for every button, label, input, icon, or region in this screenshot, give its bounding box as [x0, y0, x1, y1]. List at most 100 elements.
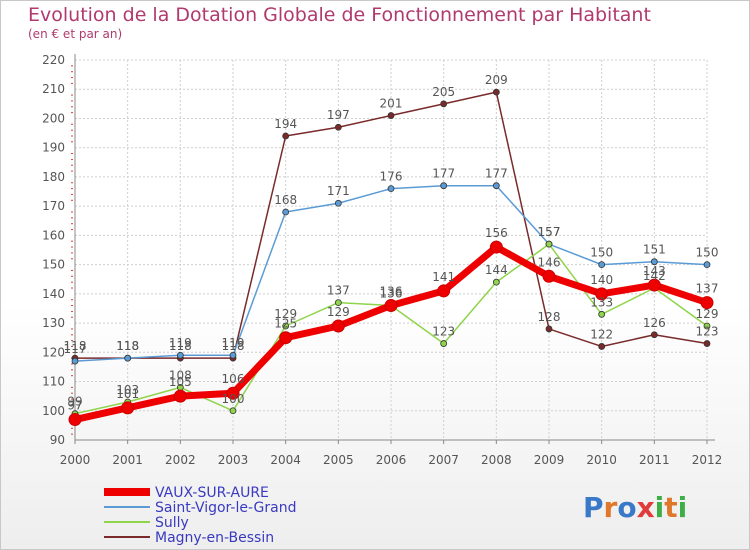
- x-tick-label: 2008: [481, 453, 512, 467]
- y-tick-label: 150: [42, 258, 65, 272]
- data-label: 105: [169, 375, 192, 389]
- data-point: [387, 112, 395, 119]
- data-label: 106: [222, 372, 245, 386]
- series-group: [68, 88, 714, 427]
- data-point: [282, 322, 290, 330]
- data-label: 100: [222, 392, 245, 406]
- y-tick-label: 100: [42, 404, 65, 418]
- x-tick-label: 2007: [428, 453, 459, 467]
- x-tick-label: 2012: [692, 453, 723, 467]
- data-point: [173, 389, 187, 403]
- data-label: 128: [538, 310, 561, 324]
- data-label: 99: [67, 395, 82, 409]
- data-label: 151: [643, 243, 666, 257]
- data-label: 123: [432, 325, 455, 339]
- data-point: [598, 310, 606, 318]
- data-label: 205: [432, 85, 455, 99]
- data-label: 144: [485, 263, 508, 277]
- data-label: 129: [327, 305, 350, 319]
- legend-label: Sully: [155, 515, 189, 531]
- data-point: [68, 413, 82, 427]
- data-label: 123: [696, 325, 719, 339]
- data-label: 171: [327, 184, 350, 198]
- x-tick-label: 2001: [112, 453, 143, 467]
- y-tick-label: 170: [42, 199, 65, 213]
- data-point: [331, 319, 345, 333]
- data-label: 118: [116, 339, 139, 353]
- x-tick-label: 2002: [165, 453, 196, 467]
- data-point: [545, 240, 553, 248]
- x-tick-label: 2010: [586, 453, 617, 467]
- data-point: [229, 351, 237, 359]
- axes: 90 100 110 120 130 140 150 160 170 180 190 200 210 22…: [42, 53, 722, 467]
- data-label: 122: [590, 327, 613, 341]
- legend-label: Magny-en-Bessin: [155, 530, 274, 546]
- y-tick-label: 110: [42, 375, 65, 389]
- legend-label: Saint-Vigor-le-Grand: [155, 500, 296, 516]
- data-point: [440, 182, 448, 190]
- y-tick-label: 160: [42, 228, 65, 242]
- data-label: 157: [538, 225, 561, 239]
- data-point: [598, 261, 606, 269]
- x-tick-label: 2003: [218, 453, 249, 467]
- data-label: 197: [327, 108, 350, 122]
- data-point: [282, 208, 290, 216]
- x-tick-label: 2000: [60, 453, 91, 467]
- data-point: [279, 331, 293, 345]
- legend: VAUX-SUR-AURESaint-Vigor-le-GrandSullyMa…: [104, 485, 296, 546]
- data-label: 157: [538, 225, 561, 239]
- data-point: [440, 100, 448, 108]
- proxiti-logo: Proxiti: [583, 491, 687, 524]
- data-point: [176, 351, 184, 359]
- data-point: [334, 299, 342, 307]
- data-label: 168: [274, 193, 297, 207]
- y-tick-label: 90: [50, 433, 65, 447]
- data-point: [334, 199, 342, 207]
- data-label: 118: [169, 339, 192, 353]
- data-label: 108: [169, 368, 192, 382]
- data-label: 177: [432, 167, 455, 181]
- data-label: 142: [643, 269, 666, 283]
- x-tick-label: 2005: [323, 453, 354, 467]
- data-point: [595, 287, 609, 301]
- data-label: 194: [274, 117, 297, 131]
- logo-letter: i: [655, 491, 665, 524]
- data-label: 177: [485, 167, 508, 181]
- data-label: 209: [485, 73, 508, 87]
- x-tick-label: 2006: [376, 453, 407, 467]
- data-label: 176: [380, 170, 403, 184]
- data-point: [650, 258, 658, 266]
- data-label: 126: [643, 316, 666, 330]
- data-point: [384, 299, 398, 313]
- data-point: [703, 322, 711, 330]
- data-point: [437, 284, 451, 298]
- data-label: 118: [222, 339, 245, 353]
- data-point: [492, 182, 500, 190]
- data-point: [647, 278, 661, 292]
- y-tick-label: 210: [42, 82, 65, 96]
- data-label: 137: [696, 282, 719, 296]
- chart-title: Evolution de la Dotation Globale de Fonc…: [28, 4, 651, 26]
- data-point: [703, 340, 711, 347]
- logo-letter: i: [678, 491, 688, 524]
- data-label: 101: [116, 387, 139, 401]
- data-label: 150: [696, 246, 719, 260]
- data-labels: 118 118 118 118 194 197 201 205 209 128 122 126 123 1…: [64, 73, 719, 412]
- data-label: 129: [696, 307, 719, 321]
- logo-letter: t: [664, 491, 677, 524]
- data-point: [545, 325, 553, 333]
- data-point: [492, 278, 500, 286]
- legend-label: VAUX-SUR-AURE: [155, 485, 269, 501]
- data-point: [598, 343, 606, 350]
- data-label: 119: [169, 336, 192, 350]
- data-label: 201: [380, 97, 403, 111]
- logo-letter: r: [604, 491, 618, 524]
- data-label: 117: [64, 342, 87, 356]
- y-tick-label: 140: [42, 287, 65, 301]
- logo-letter: P: [583, 491, 604, 524]
- data-point: [334, 123, 342, 131]
- y-tick-label: 190: [42, 141, 65, 155]
- logo-letter: o: [617, 491, 636, 524]
